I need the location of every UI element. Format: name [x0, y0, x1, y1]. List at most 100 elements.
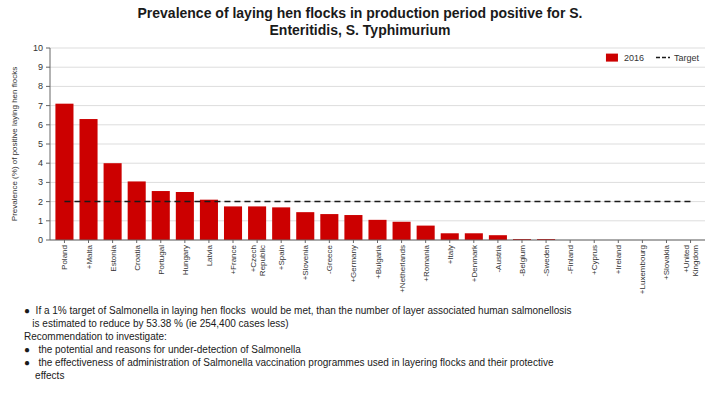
x-tick: [497, 240, 498, 243]
x-tick-label-line: +Italy: [445, 245, 454, 264]
x-tick-label: -Austria: [493, 244, 502, 272]
grid-line: [50, 144, 705, 145]
grid-line: [50, 124, 705, 125]
title-line: Prevalence of laying hen flocks in produ…: [138, 5, 583, 21]
x-tick: [618, 240, 619, 243]
x-tick: [377, 240, 378, 243]
x-tick-label: Estonia: [108, 244, 117, 271]
x-tick: [112, 240, 113, 243]
plot-area: [55, 104, 690, 240]
title: Prevalence of laying hen flocks in produ…: [138, 5, 583, 38]
bar: [79, 119, 97, 240]
x-tick-label-line: +Luxembourg: [638, 245, 647, 294]
bar: [417, 226, 435, 240]
x-tick: [425, 240, 426, 243]
x-tick-label-line: -Sweden: [542, 245, 551, 277]
x-tick-label: +France: [229, 244, 238, 274]
bar: [441, 233, 459, 240]
bar: [224, 206, 242, 240]
x-tick: [136, 240, 137, 243]
grid: [50, 48, 705, 240]
footnote: ● If a 1% target of Salmonella in laying…: [24, 305, 571, 316]
grid-line: [50, 105, 705, 106]
x-tick-label-line: +France: [229, 244, 238, 274]
y-tick-label: 0: [38, 235, 43, 245]
x-tick-label: Hungary: [180, 245, 189, 275]
legend-swatch: [606, 54, 618, 62]
x-tick: [570, 240, 571, 243]
y-tick-label: 7: [38, 101, 43, 111]
x-tick-label: Croatia: [132, 244, 141, 270]
x-tick: [257, 240, 258, 243]
x-tick-label-line: +Netherlands: [397, 245, 406, 293]
y-tick: [46, 201, 50, 202]
x-tick-label-line: +Germany: [349, 245, 358, 283]
bar: [296, 212, 314, 240]
x-tick-label: +Malta: [84, 244, 93, 269]
x-tick-label-line: Republic: [257, 245, 266, 276]
x-tick: [594, 240, 595, 243]
bar: [465, 233, 483, 240]
grid-line: [50, 163, 705, 164]
x-tick-label: -Sweden: [542, 245, 551, 277]
x-tick-label: +Slovakia: [662, 244, 671, 279]
x-tick-label-line: Kingdom: [691, 245, 700, 277]
bar: [55, 104, 73, 240]
x-tick-label-line: +Romania: [421, 244, 430, 281]
grid-line: [50, 48, 705, 49]
footnote: ● the effectiveness of administration of…: [24, 357, 554, 368]
grid-line: [50, 86, 705, 87]
legend: 2016Target: [602, 51, 703, 65]
footnote: ● the potential and reasons for under-de…: [24, 344, 301, 355]
y-tick: [46, 48, 50, 49]
y-tick-label: 1: [38, 216, 43, 226]
x-tick: [473, 240, 474, 243]
legend-label: 2016: [624, 53, 644, 63]
x-tick-label: +Romania: [421, 244, 430, 281]
x-tick-label-line: Poland: [60, 245, 69, 270]
x-tick-label-line: Portugal: [156, 245, 165, 275]
x-tick-label: +Denmark: [469, 244, 478, 282]
x-tick: [690, 240, 691, 243]
x-tick: [329, 240, 330, 243]
y-tick: [46, 105, 50, 106]
x-tick: [281, 240, 282, 243]
y-axis: [50, 48, 51, 240]
x-tick-label-line: Estonia: [108, 244, 117, 271]
x-tick: [64, 240, 65, 243]
target-line: [64, 201, 690, 203]
y-tick: [46, 67, 50, 68]
y-tick: [46, 240, 50, 241]
x-tick: [184, 240, 185, 243]
bar: [128, 181, 146, 240]
y-tick: [46, 182, 50, 183]
y-tick-label: 6: [38, 120, 43, 130]
x-tick-label-line: -Greece: [325, 244, 334, 273]
y-tick-label: 9: [38, 62, 43, 72]
x-tick-label: +CzechRepublic: [248, 245, 266, 276]
x-tick-label: +Netherlands: [397, 245, 406, 293]
x-tick: [642, 240, 643, 243]
y-tick-label: 8: [38, 81, 43, 91]
x-tick-label: +Ireland: [614, 245, 623, 274]
x-tick: [353, 240, 354, 243]
x-tick-label-line: +Ireland: [614, 245, 623, 274]
x-tick-label-line: Hungary: [180, 245, 189, 275]
y-tick-label: 5: [38, 139, 43, 149]
bar: [200, 200, 218, 240]
x-tick-label-line: +Malta: [84, 244, 93, 269]
bar: [152, 191, 170, 240]
x-tick-label: Latvia: [204, 244, 213, 266]
x-tick-label-line: +Czech: [248, 245, 257, 272]
x-tick: [546, 240, 547, 243]
x-tick: [449, 240, 450, 243]
x-tick: [233, 240, 234, 243]
x-tick-label: Portugal: [156, 245, 165, 275]
x-tick-label-line: +United: [682, 245, 691, 273]
x-tick-label: -Finland: [566, 245, 575, 274]
footnote: is estimated to reduce by 53.38 % (ie 25…: [24, 318, 289, 329]
x-tick: [88, 240, 89, 243]
x-tick: [160, 240, 161, 243]
x-tick: [666, 240, 667, 243]
x-tick-label-line: +Denmark: [469, 244, 478, 282]
